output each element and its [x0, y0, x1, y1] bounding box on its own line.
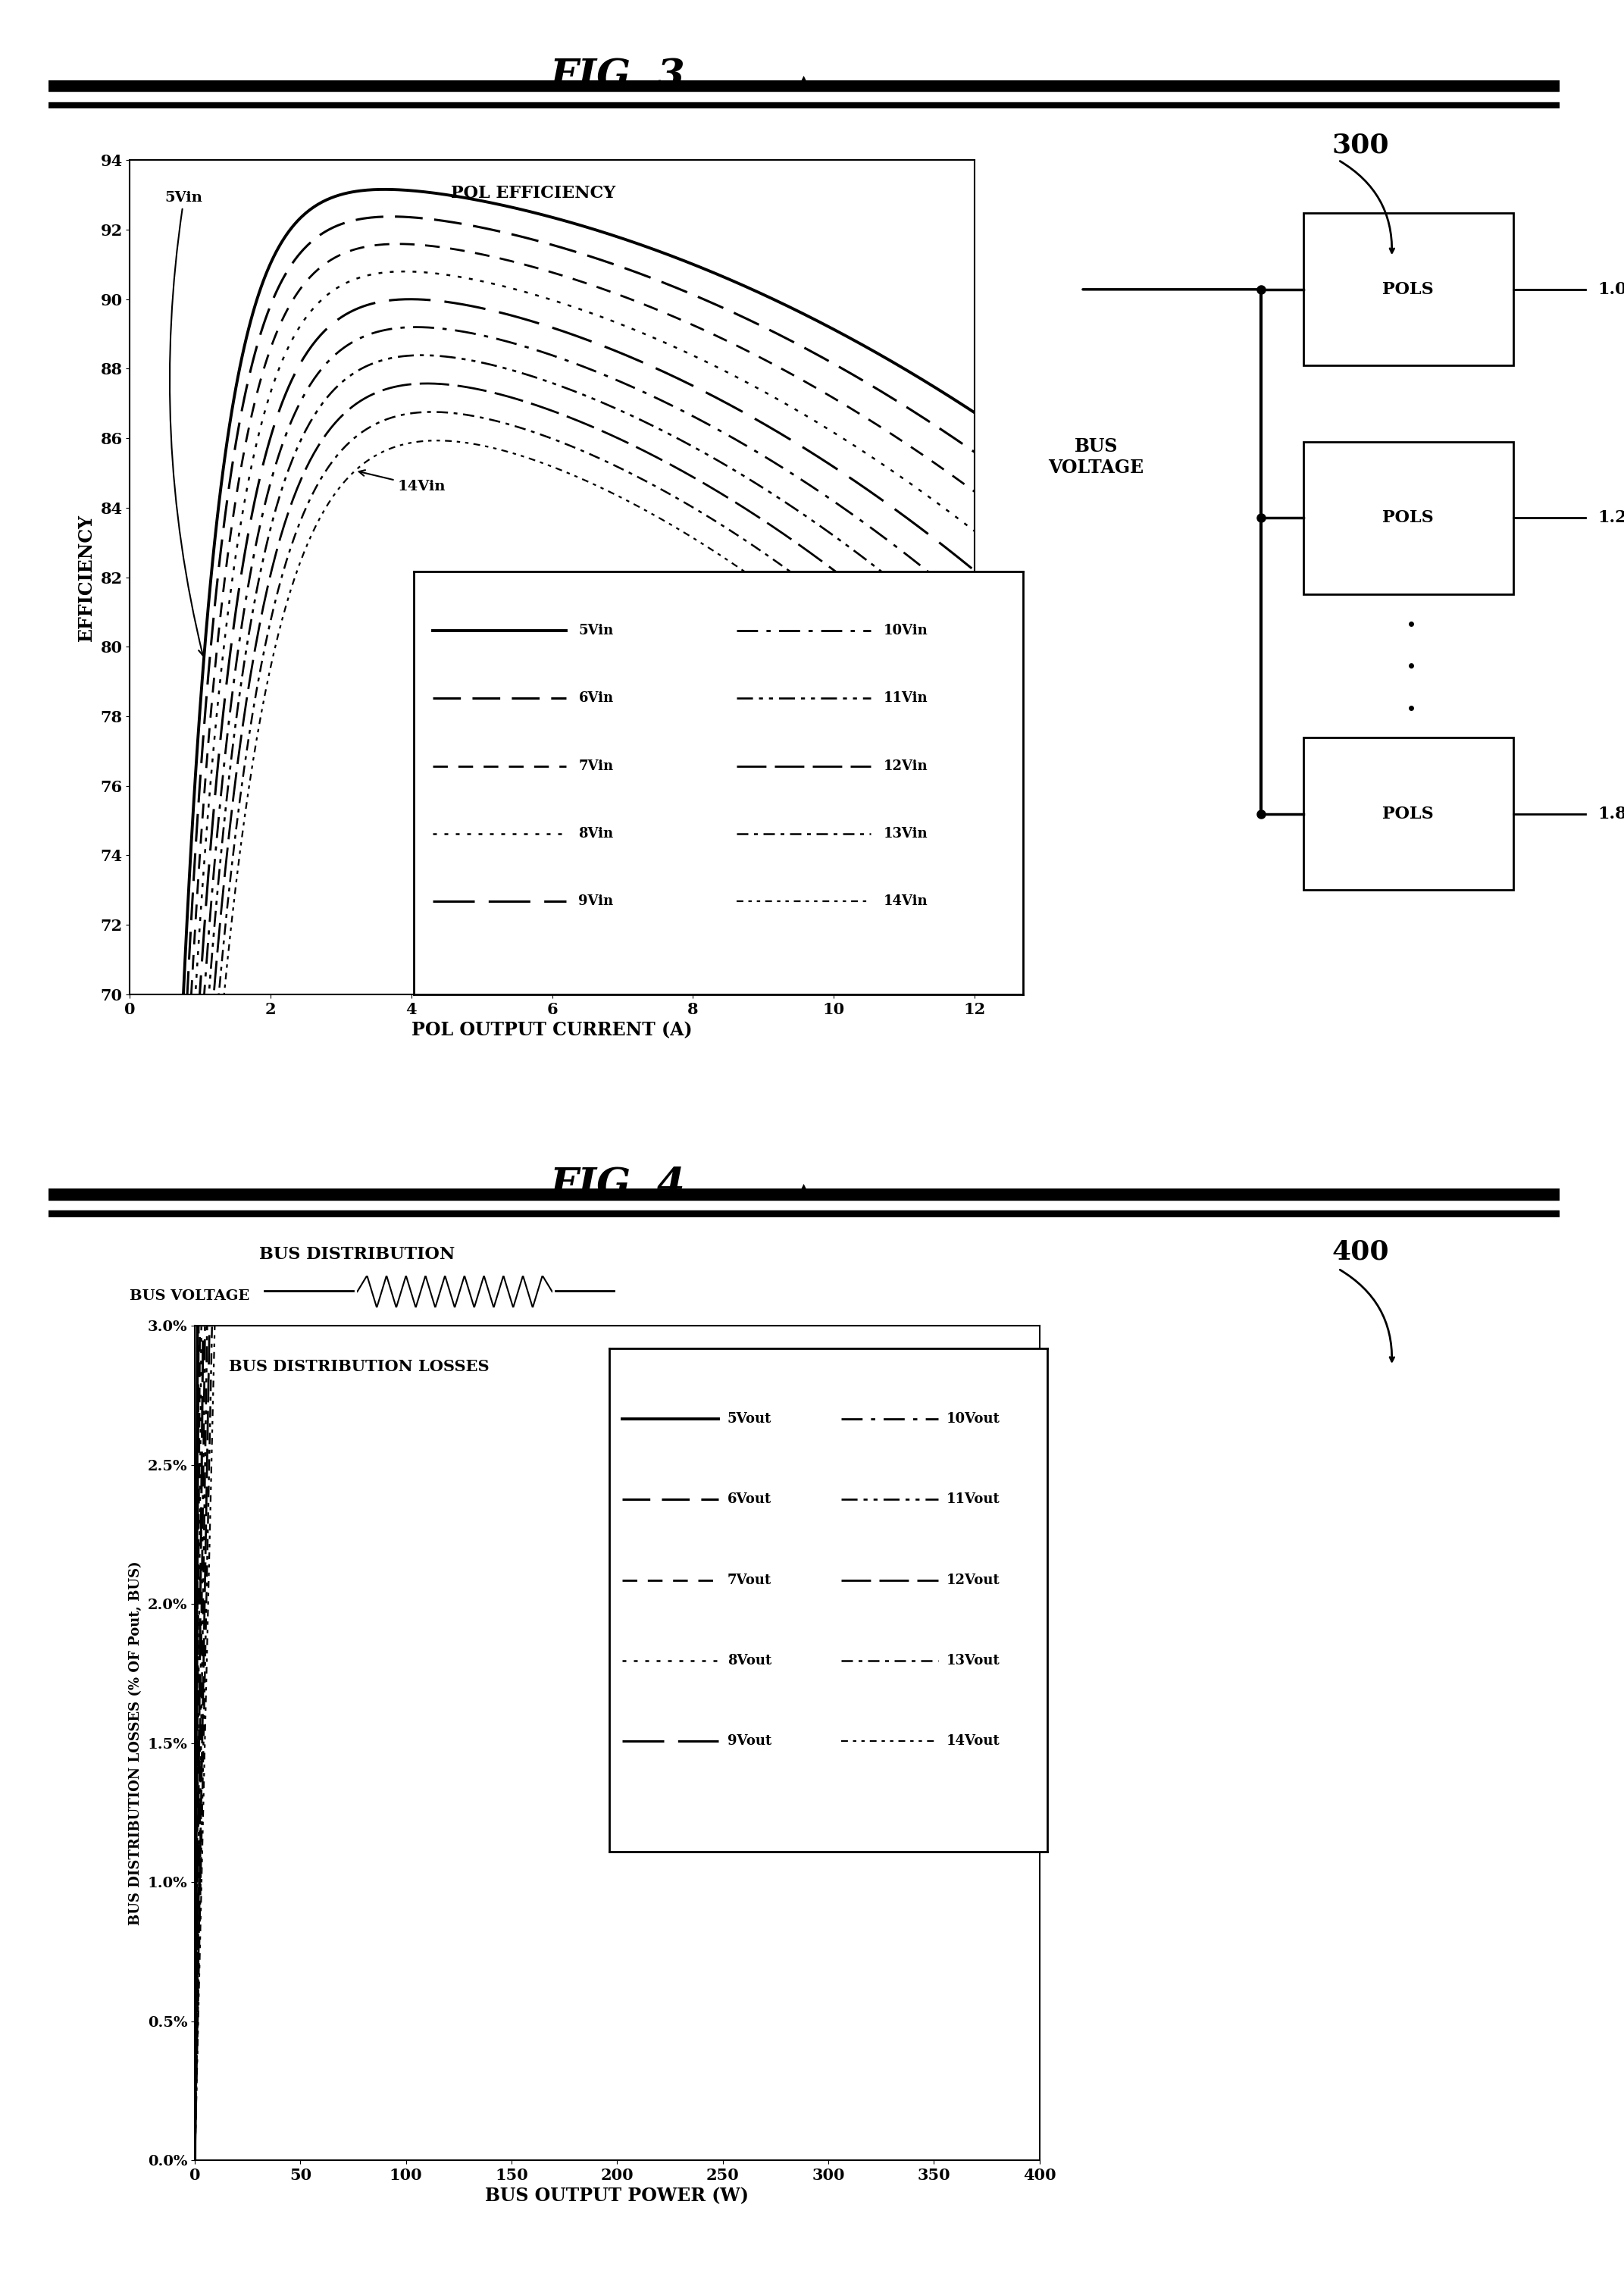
Text: 1.8V: 1.8V	[1598, 805, 1624, 823]
Text: 6Vin: 6Vin	[578, 693, 614, 704]
Text: POLS: POLS	[1382, 510, 1434, 526]
Text: 5Vout: 5Vout	[728, 1413, 771, 1426]
Text: 8Vin: 8Vin	[578, 828, 614, 841]
Text: 13Vout: 13Vout	[947, 1653, 1000, 1666]
Text: 13Vin: 13Vin	[883, 828, 927, 841]
Text: 5Vin: 5Vin	[166, 192, 205, 656]
Text: 14Vin: 14Vin	[359, 471, 445, 494]
Text: FIG. 4: FIG. 4	[549, 1166, 685, 1205]
X-axis label: POL OUTPUT CURRENT (A): POL OUTPUT CURRENT (A)	[412, 1022, 692, 1040]
Text: ▲: ▲	[797, 73, 810, 91]
Text: 10Vout: 10Vout	[947, 1413, 1000, 1426]
X-axis label: BUS OUTPUT POWER (W): BUS OUTPUT POWER (W)	[486, 2188, 749, 2206]
Text: 9Vin: 9Vin	[578, 894, 614, 908]
Text: 10Vin: 10Vin	[883, 624, 927, 638]
Text: POLS: POLS	[1382, 281, 1434, 297]
Text: 6Vout: 6Vout	[728, 1493, 771, 1506]
Text: 300: 300	[1332, 133, 1389, 158]
Text: 8Vout: 8Vout	[728, 1653, 771, 1666]
Text: BUS DISTRIBUTION: BUS DISTRIBUTION	[260, 1246, 455, 1262]
Text: 11Vout: 11Vout	[947, 1493, 1000, 1506]
Text: 14Vout: 14Vout	[947, 1735, 1000, 1749]
Text: POL EFFICIENCY: POL EFFICIENCY	[451, 185, 615, 201]
Text: 400: 400	[1332, 1239, 1389, 1264]
Y-axis label: EFFICIENCY: EFFICIENCY	[76, 514, 96, 640]
Text: 11Vin: 11Vin	[883, 693, 927, 704]
Text: 1.0V: 1.0V	[1598, 281, 1624, 297]
FancyBboxPatch shape	[1302, 441, 1514, 594]
Text: 9Vout: 9Vout	[728, 1735, 771, 1749]
Text: POLS: POLS	[1382, 805, 1434, 823]
FancyBboxPatch shape	[1302, 738, 1514, 889]
FancyBboxPatch shape	[1302, 213, 1514, 366]
Text: BUS
VOLTAGE: BUS VOLTAGE	[1049, 437, 1143, 478]
Text: 14Vin: 14Vin	[883, 894, 927, 908]
Text: 12Vout: 12Vout	[947, 1573, 1000, 1586]
Text: 1.2V: 1.2V	[1598, 510, 1624, 526]
Text: ▲: ▲	[797, 1182, 810, 1200]
Y-axis label: BUS DISTRIBUTION LOSSES (% OF Pout, BUS): BUS DISTRIBUTION LOSSES (% OF Pout, BUS)	[128, 1561, 143, 1925]
Text: 7Vin: 7Vin	[578, 759, 614, 773]
Text: BUS VOLTAGE: BUS VOLTAGE	[130, 1289, 250, 1303]
Text: 5Vin: 5Vin	[578, 624, 614, 638]
Text: FIG. 3: FIG. 3	[549, 57, 685, 96]
Text: 7Vout: 7Vout	[728, 1573, 771, 1586]
Text: 12Vin: 12Vin	[883, 759, 927, 773]
Text: BUS DISTRIBUTION LOSSES: BUS DISTRIBUTION LOSSES	[229, 1360, 489, 1374]
